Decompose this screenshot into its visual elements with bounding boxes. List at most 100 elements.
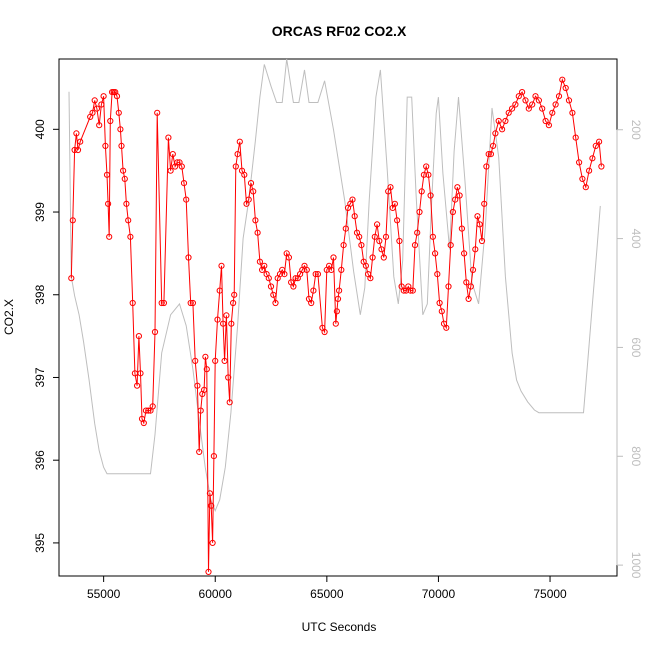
co2-point [196,448,203,455]
co2-point [330,254,337,261]
co2-point [338,266,345,273]
co2-point [205,568,212,576]
co2-point [351,213,358,220]
co2-point [463,279,470,286]
co2-point [234,151,241,158]
co2-point [261,262,268,269]
co2-point [340,242,347,249]
co2-point [120,167,127,174]
co2-point [576,159,583,166]
y2-tick-label: 800 [629,446,643,466]
co2-point [502,117,509,125]
co2-point [117,126,124,133]
co2-point [292,275,299,282]
y2-tick-label: 200 [629,120,643,140]
co2-point [100,93,107,100]
co2-point [71,146,78,154]
x-axis: 55000 60000 65000 70000 75000 [87,575,567,601]
co2-point [145,407,152,414]
co2-point [465,295,472,302]
co2-point [432,250,439,257]
co2-point [411,242,419,249]
co2-point [332,320,339,327]
co2-point [356,233,363,240]
co2-point [532,93,539,100]
co2-point [142,407,150,414]
co2-point [525,105,532,112]
co2-point [582,184,589,191]
co2-point [187,299,194,307]
co2-point [250,188,257,195]
co2-point [409,287,416,294]
co2-point [380,254,387,261]
co2-point [256,258,263,265]
co2-point [549,109,556,116]
co2-point [149,403,156,410]
y-tick-label: 399 [33,202,47,222]
co2-point [512,101,519,108]
co2-point [245,196,252,203]
co2-point [452,196,459,203]
co2-point [492,130,499,137]
co2-point [467,283,474,290]
co2-point [396,237,403,245]
co2-point [254,229,261,236]
co2-point [129,299,136,307]
co2-point [308,299,315,307]
co2-point [225,374,232,381]
chart-title: ORCAS RF02 CO2.X [272,23,407,39]
co2-point [499,126,506,133]
co2-point [165,134,172,141]
co2-point [214,316,221,323]
co2-point [236,138,243,145]
co2-point [134,382,141,389]
co2-point [449,208,456,216]
co2-point [174,159,181,166]
co2-point [167,167,174,174]
x-tick-label: 70000 [422,587,456,601]
co2-point [125,217,132,224]
co2-point [400,287,407,294]
co2-point [414,229,421,236]
co2-point [535,97,543,104]
co2-point [203,366,210,373]
co2-point [107,117,114,125]
co2-point [387,184,394,191]
co2-point [228,320,235,327]
co2-point [140,419,147,427]
co2-point [456,192,463,199]
co2-point [539,105,546,112]
co2-point [425,171,432,178]
co2-point [376,237,383,245]
co2-point [212,357,219,364]
co2-point [232,163,239,170]
co2-point [127,233,134,240]
co2-point [367,275,374,282]
co2-point [394,217,401,224]
co2-point [342,225,349,232]
co2-point [427,192,434,199]
co2-point [208,502,215,509]
co2-point [118,142,125,149]
co2-point [218,262,225,269]
co2-point [476,221,483,228]
co2-point [73,130,80,137]
co2-point [436,299,443,307]
co2-point [89,109,96,116]
co2-point [445,283,452,290]
co2-point [69,217,76,224]
co2-point [270,291,277,298]
co2-point [221,357,228,364]
co2-point [241,171,248,178]
y-tick-label: 398 [33,284,47,304]
co2-point [483,163,490,170]
x-tick-label: 75000 [533,587,567,601]
co2-point [469,266,477,273]
co2-point [416,208,423,216]
co2-point [96,122,103,129]
co2-point [508,105,516,112]
co2-point [210,453,217,460]
co2-point [98,101,105,108]
co2-point [474,213,481,220]
co2-point [123,200,130,207]
